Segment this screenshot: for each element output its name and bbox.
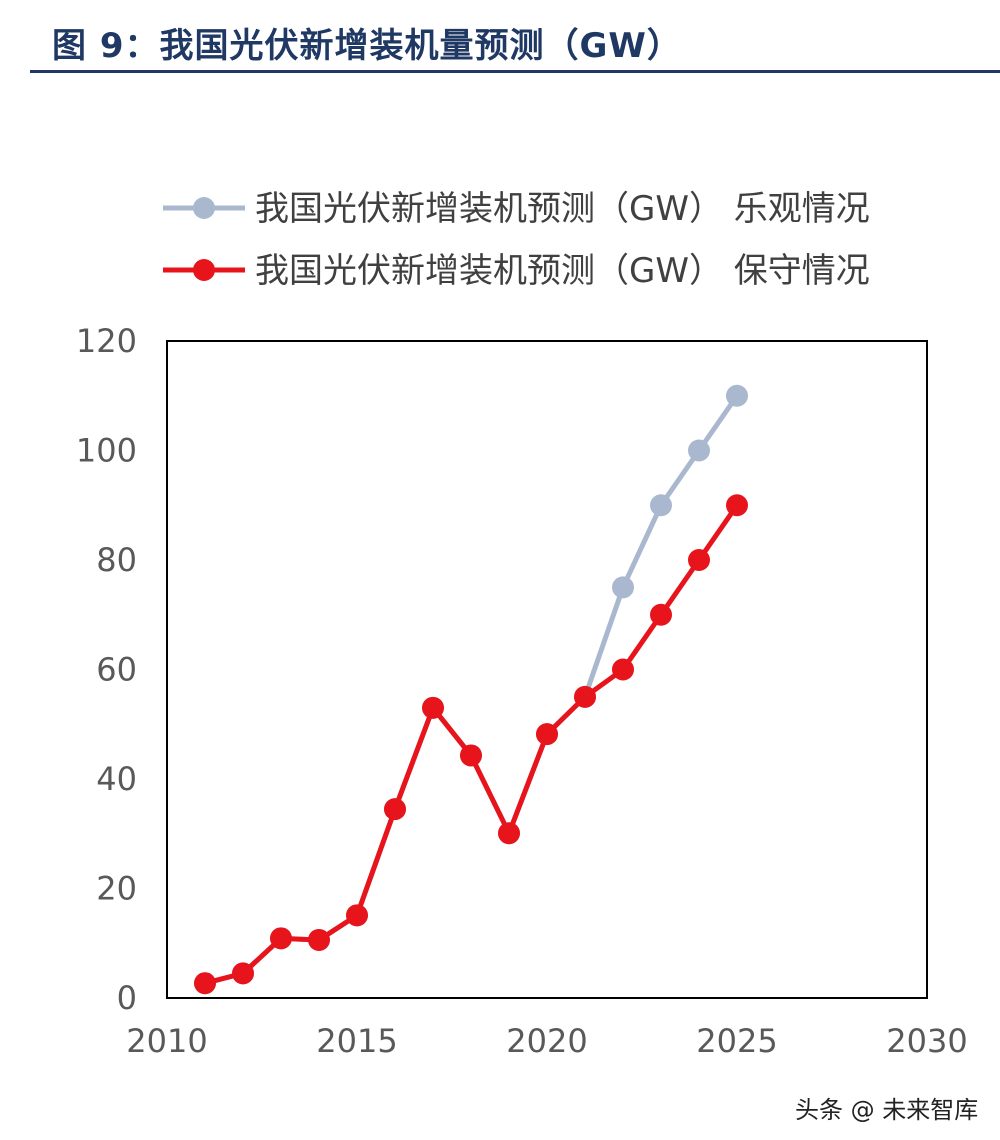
series-1 xyxy=(194,494,748,995)
data-point xyxy=(308,928,330,951)
x-tick-label: 2030 xyxy=(886,1022,967,1060)
title-rule xyxy=(30,70,1000,73)
series-group xyxy=(194,384,748,995)
x-tick-label: 2015 xyxy=(316,1022,397,1060)
data-point xyxy=(498,822,520,845)
y-tick-label: 100 xyxy=(76,432,137,470)
x-tick-label: 2010 xyxy=(126,1022,207,1060)
data-point xyxy=(346,904,368,927)
data-point xyxy=(612,576,634,599)
series-line xyxy=(204,394,740,986)
data-point xyxy=(384,798,406,821)
y-tick-label: 60 xyxy=(96,651,137,689)
y-tick-label: 80 xyxy=(96,541,137,579)
data-point xyxy=(232,962,254,985)
plot-frame xyxy=(166,340,928,999)
data-point xyxy=(574,685,596,708)
watermark: 头条 @ 未来智库 xyxy=(795,1096,979,1124)
y-axis-ticks: 0 20 40 60 80 100 120 xyxy=(76,322,137,1017)
data-point xyxy=(270,927,292,950)
data-point xyxy=(688,439,710,462)
series-0 xyxy=(194,384,748,995)
data-point xyxy=(726,384,748,407)
data-point xyxy=(726,494,748,517)
y-tick-label: 120 xyxy=(76,322,137,360)
y-tick-label: 0 xyxy=(117,979,137,1017)
legend-item-0: 我国光伏新增装机预测（GW） 乐观情况 xyxy=(163,189,870,229)
figure-title: 图 9：我国光伏新增装机量预测（GW） xyxy=(52,26,682,66)
x-tick-label: 2020 xyxy=(506,1022,587,1060)
x-tick-label: 2025 xyxy=(696,1022,777,1060)
data-point xyxy=(612,658,634,681)
legend-marker xyxy=(193,259,215,281)
y-tick-label: 20 xyxy=(96,870,137,908)
legend-label: 我国光伏新增装机预测（GW） 乐观情况 xyxy=(255,189,870,229)
y-tick-label: 40 xyxy=(96,760,137,798)
data-point xyxy=(650,603,672,626)
x-axis-ticks: 2010 2015 2020 2025 2030 xyxy=(126,1022,967,1060)
data-point xyxy=(536,723,558,746)
data-point xyxy=(650,494,672,517)
data-point xyxy=(194,972,216,995)
data-point xyxy=(422,696,444,719)
legend-item-1: 我国光伏新增装机预测（GW） 保守情况 xyxy=(163,251,870,291)
data-point xyxy=(688,549,710,571)
data-point xyxy=(460,744,482,767)
series-line xyxy=(204,503,740,986)
legend-label: 我国光伏新增装机预测（GW） 保守情况 xyxy=(255,251,870,291)
legend-marker xyxy=(193,197,215,219)
